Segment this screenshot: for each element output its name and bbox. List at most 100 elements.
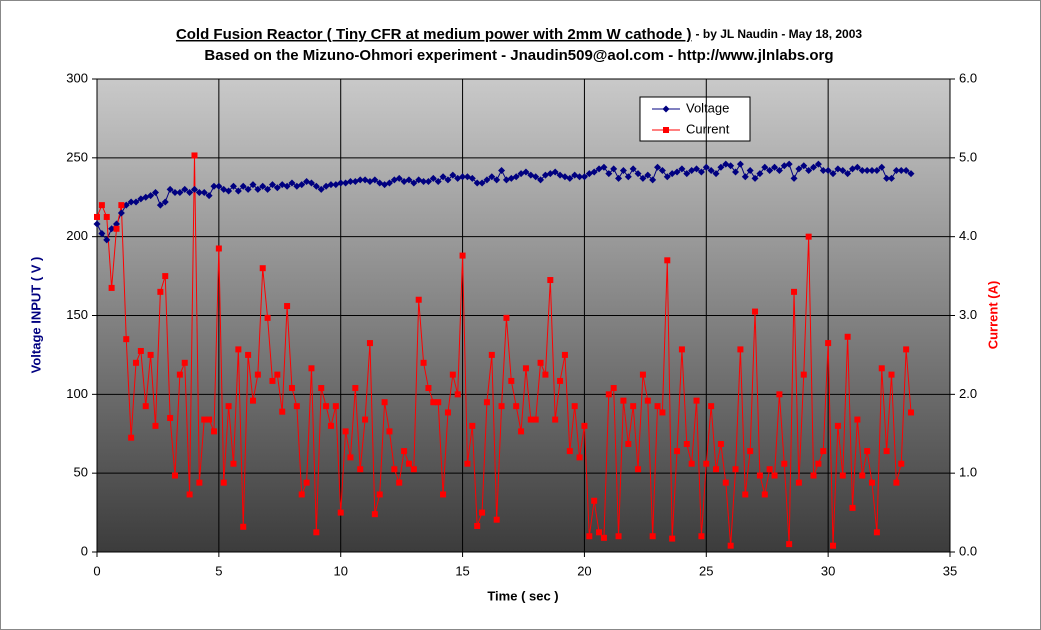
data-point — [493, 176, 501, 184]
data-point — [468, 174, 476, 182]
data-point — [844, 170, 852, 178]
data-point — [868, 166, 876, 174]
data-point — [746, 166, 754, 174]
data-point — [732, 466, 739, 473]
data-point — [332, 403, 339, 410]
data-point — [312, 182, 320, 190]
data-point — [625, 440, 632, 447]
data-point — [430, 399, 437, 406]
data-point — [629, 165, 637, 173]
data-point — [493, 516, 500, 523]
data-point — [781, 460, 788, 467]
data-point — [356, 176, 364, 184]
data-point — [698, 533, 705, 540]
data-point — [649, 533, 656, 540]
data-point — [697, 168, 705, 176]
data-point — [313, 529, 320, 536]
data-point — [576, 173, 584, 181]
data-point — [98, 202, 105, 209]
y-tick-label: 200 — [66, 228, 88, 243]
data-point — [127, 198, 135, 206]
legend-label: Voltage — [686, 100, 729, 115]
data-point — [327, 181, 335, 189]
data-point — [786, 541, 793, 548]
data-point — [859, 472, 866, 479]
data-point — [683, 170, 691, 178]
data-point — [707, 166, 715, 174]
data-point — [713, 466, 720, 473]
data-point — [415, 296, 422, 303]
data-point — [658, 166, 666, 174]
data-point — [825, 340, 832, 347]
data-point — [347, 454, 354, 461]
data-point — [176, 371, 183, 378]
data-point — [503, 314, 510, 321]
data-point — [776, 391, 783, 398]
data-point — [892, 166, 900, 174]
data-point — [351, 177, 359, 185]
data-point — [561, 351, 568, 358]
data-point — [619, 166, 627, 174]
data-point — [308, 365, 315, 372]
data-point — [853, 163, 861, 171]
data-point — [751, 174, 759, 182]
data-point — [537, 176, 545, 184]
data-point — [469, 422, 476, 429]
data-point — [542, 371, 549, 378]
data-point — [795, 479, 802, 486]
data-point — [791, 288, 798, 295]
data-point — [508, 377, 515, 384]
data-point — [854, 416, 861, 423]
data-point — [839, 166, 847, 174]
data-point — [605, 391, 612, 398]
y-tick-label: 150 — [66, 307, 88, 322]
data-point — [727, 542, 734, 549]
data-point — [94, 213, 100, 220]
data-point — [235, 346, 242, 353]
data-point — [532, 416, 539, 423]
data-point — [147, 192, 155, 200]
x-axis-label: Time ( sec ) — [487, 588, 558, 603]
data-point — [307, 179, 315, 187]
data-point — [785, 160, 793, 168]
data-point — [849, 504, 856, 511]
data-point — [151, 189, 159, 197]
data-point — [907, 170, 915, 178]
data-point — [464, 460, 471, 467]
data-point — [605, 170, 613, 178]
y2-tick-label: 5.0 — [959, 149, 977, 164]
data-point — [210, 182, 218, 190]
data-point — [600, 534, 607, 541]
data-point — [244, 185, 252, 193]
data-point — [249, 181, 257, 189]
data-point — [591, 497, 598, 504]
data-point — [498, 403, 505, 410]
data-point — [323, 403, 330, 410]
data-point — [268, 181, 276, 189]
data-point — [162, 273, 169, 280]
data-point — [756, 170, 764, 178]
data-point — [346, 177, 354, 185]
data-point — [215, 245, 222, 252]
data-point — [425, 385, 432, 392]
data-point — [444, 409, 451, 416]
data-point — [615, 533, 622, 540]
chart-title: Cold Fusion Reactor ( Tiny CFR at medium… — [176, 26, 692, 43]
data-point — [703, 460, 710, 467]
data-point — [264, 314, 271, 321]
data-point — [644, 171, 652, 179]
data-point — [410, 179, 418, 187]
data-point — [839, 472, 846, 479]
data-point — [440, 491, 447, 498]
data-point — [201, 416, 208, 423]
data-point — [357, 466, 364, 473]
data-point — [108, 284, 115, 291]
data-point — [815, 460, 822, 467]
data-point — [157, 288, 164, 295]
data-point — [239, 182, 247, 190]
x-tick-label: 35 — [943, 563, 957, 578]
data-point — [215, 182, 223, 190]
data-point — [117, 209, 125, 217]
legend — [639, 96, 751, 142]
data-point — [566, 448, 573, 455]
